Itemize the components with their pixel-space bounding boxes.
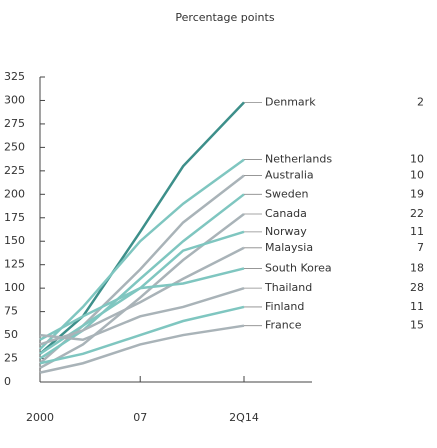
series-label: Thailand <box>264 281 312 294</box>
series-label: Sweden <box>265 187 308 200</box>
y-tick-label: 75 <box>4 305 18 318</box>
rank-label: 11 <box>410 300 424 313</box>
series-label: South Korea <box>265 261 332 274</box>
rank-label: 2 <box>417 95 424 108</box>
rank-label: 11 <box>410 225 424 238</box>
rank-label: 18 <box>410 261 424 274</box>
series-line <box>39 158 245 351</box>
series-label: Norway <box>265 225 307 238</box>
series-line <box>39 267 245 341</box>
series-label: France <box>265 319 302 332</box>
series-label: Canada <box>265 207 307 220</box>
rank-label: 28 <box>410 281 424 294</box>
x-tick-label: 2Q14 <box>229 411 259 424</box>
series-line <box>39 324 245 374</box>
chart-title: Percentage points <box>175 11 274 24</box>
rank-label: 10 <box>410 169 424 182</box>
series-label: Denmark <box>265 95 316 108</box>
y-tick-label: 175 <box>4 211 25 224</box>
y-tick-label: 200 <box>4 187 25 200</box>
y-tick-label: 325 <box>4 70 25 83</box>
y-tick-label: 275 <box>4 117 25 130</box>
x-tick-label: 07 <box>133 411 147 424</box>
series-line <box>39 246 245 346</box>
y-tick-label: 125 <box>4 258 25 271</box>
rank-label: 10 <box>410 153 424 166</box>
y-tick-label: 50 <box>4 328 18 341</box>
series-label: Australia <box>265 169 314 182</box>
series-line <box>39 101 245 355</box>
y-tick-label: 100 <box>4 281 25 294</box>
y-tick-label: 25 <box>4 352 18 365</box>
y-tick-label: 300 <box>4 93 25 106</box>
rank-label: 22 <box>410 207 424 220</box>
series-line <box>39 305 245 365</box>
series-line <box>39 286 245 342</box>
rank-label: 15 <box>410 319 424 332</box>
rank-label: 19 <box>410 187 424 200</box>
series-line <box>39 193 245 360</box>
rank-label: 7 <box>417 241 424 254</box>
y-tick-label: 0 <box>4 375 11 388</box>
series-label: Finland <box>265 300 304 313</box>
series-label: Netherlands <box>265 153 332 166</box>
x-tick-label: 2000 <box>26 411 54 424</box>
y-tick-label: 225 <box>4 164 25 177</box>
y-tick-label: 150 <box>4 234 25 247</box>
y-tick-label: 250 <box>4 140 25 153</box>
series-label: Malaysia <box>265 241 313 254</box>
